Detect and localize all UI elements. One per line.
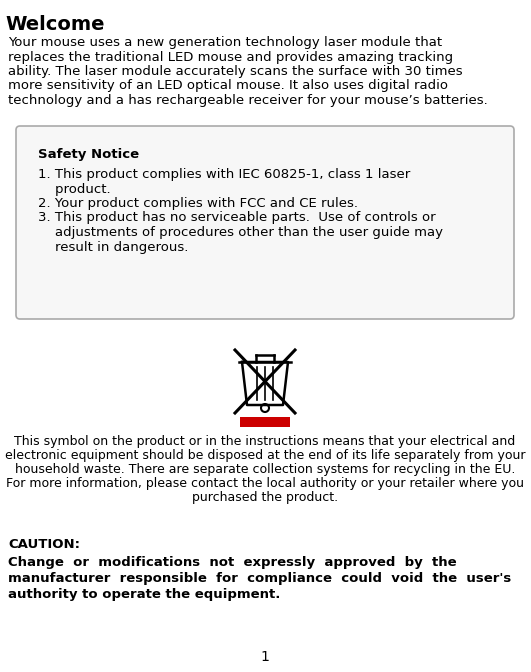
Text: Your mouse uses a new generation technology laser module that: Your mouse uses a new generation technol…: [8, 36, 442, 49]
Text: ability. The laser module accurately scans the surface with 30 times: ability. The laser module accurately sca…: [8, 65, 463, 78]
Text: CAUTION:: CAUTION:: [8, 538, 80, 551]
Text: This symbol on the product or in the instructions means that your electrical and: This symbol on the product or in the ins…: [14, 435, 516, 448]
FancyBboxPatch shape: [16, 126, 514, 319]
Text: adjustments of procedures other than the user guide may: adjustments of procedures other than the…: [38, 226, 443, 239]
Text: 3. This product has no serviceable parts.  Use of controls or: 3. This product has no serviceable parts…: [38, 212, 435, 224]
Text: 1. This product complies with IEC 60825-1, class 1 laser: 1. This product complies with IEC 60825-…: [38, 168, 410, 181]
Text: product.: product.: [38, 183, 110, 196]
Text: For more information, please contact the local authority or your retailer where : For more information, please contact the…: [6, 477, 524, 490]
Text: 1: 1: [261, 650, 269, 664]
Text: result in dangerous.: result in dangerous.: [38, 241, 189, 253]
Text: authority to operate the equipment.: authority to operate the equipment.: [8, 588, 280, 601]
Bar: [240, 417, 290, 427]
Text: technology and a has rechargeable receiver for your mouse’s batteries.: technology and a has rechargeable receiv…: [8, 94, 488, 107]
Text: Safety Notice: Safety Notice: [38, 148, 139, 161]
Text: more sensitivity of an LED optical mouse. It also uses digital radio: more sensitivity of an LED optical mouse…: [8, 79, 448, 93]
Text: electronic equipment should be disposed at the end of its life separately from y: electronic equipment should be disposed …: [5, 449, 525, 462]
Text: manufacturer  responsible  for  compliance  could  void  the  user's: manufacturer responsible for compliance …: [8, 572, 511, 585]
Text: household waste. There are separate collection systems for recycling in the EU.: household waste. There are separate coll…: [15, 463, 515, 476]
Text: Welcome: Welcome: [5, 15, 105, 34]
Text: replaces the traditional LED mouse and provides amazing tracking: replaces the traditional LED mouse and p…: [8, 50, 453, 63]
Text: purchased the product.: purchased the product.: [192, 491, 338, 504]
Text: Change  or  modifications  not  expressly  approved  by  the: Change or modifications not expressly ap…: [8, 556, 457, 569]
Text: 2. Your product complies with FCC and CE rules.: 2. Your product complies with FCC and CE…: [38, 197, 358, 210]
